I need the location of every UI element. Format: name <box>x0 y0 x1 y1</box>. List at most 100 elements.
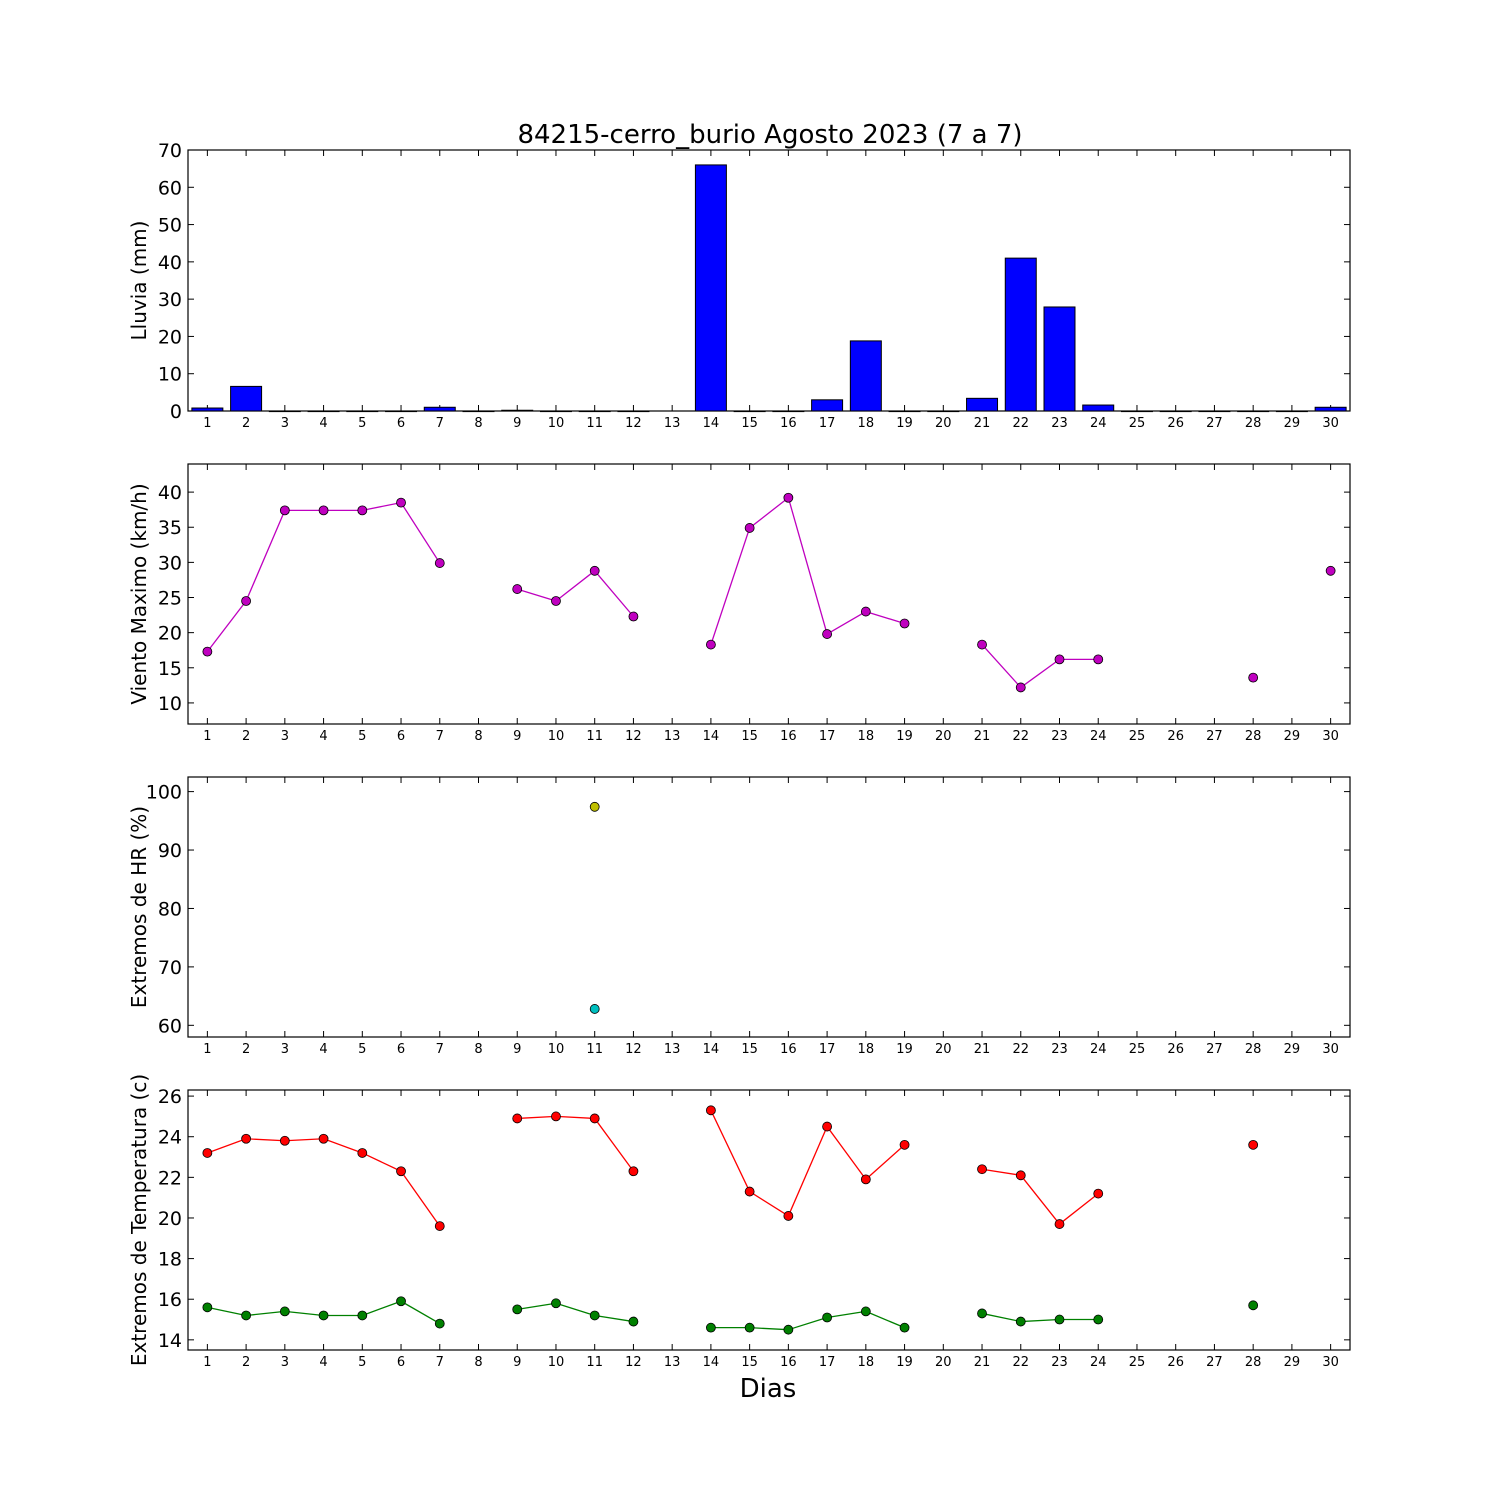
temperature-xtick-label: 17 <box>819 1355 836 1370</box>
rain-xtick-label: 22 <box>1012 416 1029 431</box>
wind-xtick-label: 27 <box>1206 729 1223 744</box>
temperature-series-0-point-day-1 <box>202 1148 213 1158</box>
temperature-series-1-point-day-2 <box>241 1310 252 1321</box>
humidity-xtick-label: 15 <box>741 1042 758 1057</box>
rain-ytick-label: 20 <box>158 326 182 348</box>
rain-bar-day-16 <box>772 410 805 413</box>
temperature-series-0-point-day-12 <box>628 1166 639 1177</box>
wind-series-0-point-day-30 <box>1325 565 1336 576</box>
temperature-xtick-label: 15 <box>741 1355 758 1370</box>
temperature-series-0-point-day-9 <box>512 1113 523 1124</box>
temperature-xtick-label: 2 <box>242 1355 250 1370</box>
rain-ylabel: Lluvia (mm) <box>127 221 151 341</box>
rain-xtick-label: 14 <box>703 416 720 431</box>
temperature-xtick-label: 25 <box>1129 1355 1146 1370</box>
temperature-ytick-label: 18 <box>158 1249 182 1271</box>
rain-xtick-label: 23 <box>1051 416 1068 431</box>
wind-series-0-point-day-11 <box>589 565 600 576</box>
rain-xtick-label: 10 <box>548 416 565 431</box>
wind-xtick-label: 22 <box>1012 729 1029 744</box>
rain-bar-day-4 <box>307 410 340 413</box>
temperature-xtick-label: 16 <box>780 1355 797 1370</box>
temperature-series-0-segment <box>400 1170 441 1227</box>
wind-xtick-label: 4 <box>319 729 327 744</box>
rain-xtick-label: 26 <box>1167 416 1184 431</box>
rain-xtick-label: 20 <box>935 416 952 431</box>
humidity-axes-frame <box>187 776 1351 1038</box>
wind-series-0-segment <box>787 497 828 635</box>
temperature-xtick-label: 18 <box>858 1355 875 1370</box>
humidity-xtick-label: 26 <box>1167 1042 1184 1057</box>
rain-bar-day-10 <box>539 410 572 413</box>
wind-series-0-segment <box>749 497 789 529</box>
temperature-series-0-segment <box>362 1152 402 1172</box>
temperature-ytick-label: 14 <box>158 1330 182 1352</box>
wind-ytick-label: 30 <box>158 552 182 574</box>
humidity-xtick-label: 7 <box>436 1042 444 1057</box>
wind-series-0-point-day-17 <box>822 629 832 639</box>
humidity-xtick-label: 10 <box>548 1042 565 1057</box>
temperature-series-0-segment <box>787 1126 828 1217</box>
humidity-xtick-label: 2 <box>242 1042 250 1057</box>
wind-series-0-segment <box>981 644 1022 688</box>
wind-xtick-label: 29 <box>1284 729 1301 744</box>
temperature-series-1-point-day-9 <box>512 1304 523 1315</box>
temperature-series-0-point-day-2 <box>241 1133 252 1144</box>
humidity-xtick-label: 27 <box>1206 1042 1223 1057</box>
temperature-axes-frame <box>187 1089 1351 1351</box>
temperature-series-0-segment <box>1059 1193 1099 1225</box>
wind-series-0-point-day-19 <box>899 618 910 629</box>
rain-xtick-label: 25 <box>1129 416 1146 431</box>
temperature-xtick-label: 26 <box>1167 1355 1184 1370</box>
wind-xtick-label: 10 <box>548 729 565 744</box>
rain-xtick-label: 17 <box>819 416 836 431</box>
temperature-series-0-point-day-16 <box>783 1211 794 1221</box>
humidity-xtick-label: 16 <box>780 1042 797 1057</box>
wind-ytick-label: 35 <box>158 517 182 539</box>
rain-xtick-label: 24 <box>1090 416 1107 431</box>
temperature-xtick-label: 20 <box>935 1355 952 1370</box>
wind-xtick-label: 15 <box>741 729 758 744</box>
temperature-xtick-label: 5 <box>358 1355 366 1370</box>
wind-series-0-segment <box>594 570 634 617</box>
temperature-ytick-label: 22 <box>158 1167 182 1189</box>
rain-xtick-label: 6 <box>397 416 405 431</box>
rain-bar-day-2 <box>230 385 263 412</box>
wind-series-0-point-day-28 <box>1248 672 1259 683</box>
temperature-series-1-segment <box>594 1314 634 1323</box>
temperature-series-1-segment <box>555 1302 595 1317</box>
temperature-ylabel: Extremos de Temperatura (c) <box>127 1074 151 1366</box>
wind-series-0-segment <box>710 527 751 645</box>
temperature-series-1-point-day-17 <box>822 1312 832 1323</box>
humidity-xtick-label: 17 <box>819 1042 836 1057</box>
rain-xtick-label: 29 <box>1284 416 1301 431</box>
rain-xtick-label: 9 <box>513 416 521 431</box>
rain-bar-day-1 <box>191 407 224 412</box>
rain-bar-day-12 <box>617 410 650 413</box>
rain-ytick-label: 50 <box>158 215 182 237</box>
temperature-xtick-label: 27 <box>1206 1355 1223 1370</box>
temperature-series-1-point-day-14 <box>706 1322 716 1333</box>
wind-xtick-label: 23 <box>1051 729 1068 744</box>
wind-series-0-point-day-14 <box>706 639 716 650</box>
temperature-series-0-segment <box>826 1126 867 1180</box>
rain-xtick-label: 5 <box>358 416 366 431</box>
rain-xtick-label: 1 <box>203 416 211 431</box>
temperature-series-1-segment <box>865 1310 905 1329</box>
rain-xtick-label: 27 <box>1206 416 1223 431</box>
temperature-series-0-segment <box>323 1138 363 1154</box>
temperature-series-0-segment <box>594 1118 634 1172</box>
temperature-series-0-point-day-23 <box>1054 1219 1065 1229</box>
humidity-ytick-label: 60 <box>158 1015 182 1037</box>
wind-series-0-point-day-4 <box>318 505 329 516</box>
temperature-ytick-label: 20 <box>158 1208 182 1230</box>
wind-xtick-label: 2 <box>242 729 250 744</box>
humidity-xtick-label: 23 <box>1051 1042 1068 1057</box>
humidity-xtick-label: 28 <box>1245 1042 1262 1057</box>
temperature-series-1-point-day-15 <box>744 1322 755 1333</box>
temperature-series-0-point-day-14 <box>706 1105 716 1116</box>
rain-xtick-label: 19 <box>896 416 913 431</box>
rain-bar-day-9 <box>501 409 534 412</box>
temperature-series-1-point-day-24 <box>1093 1314 1104 1325</box>
